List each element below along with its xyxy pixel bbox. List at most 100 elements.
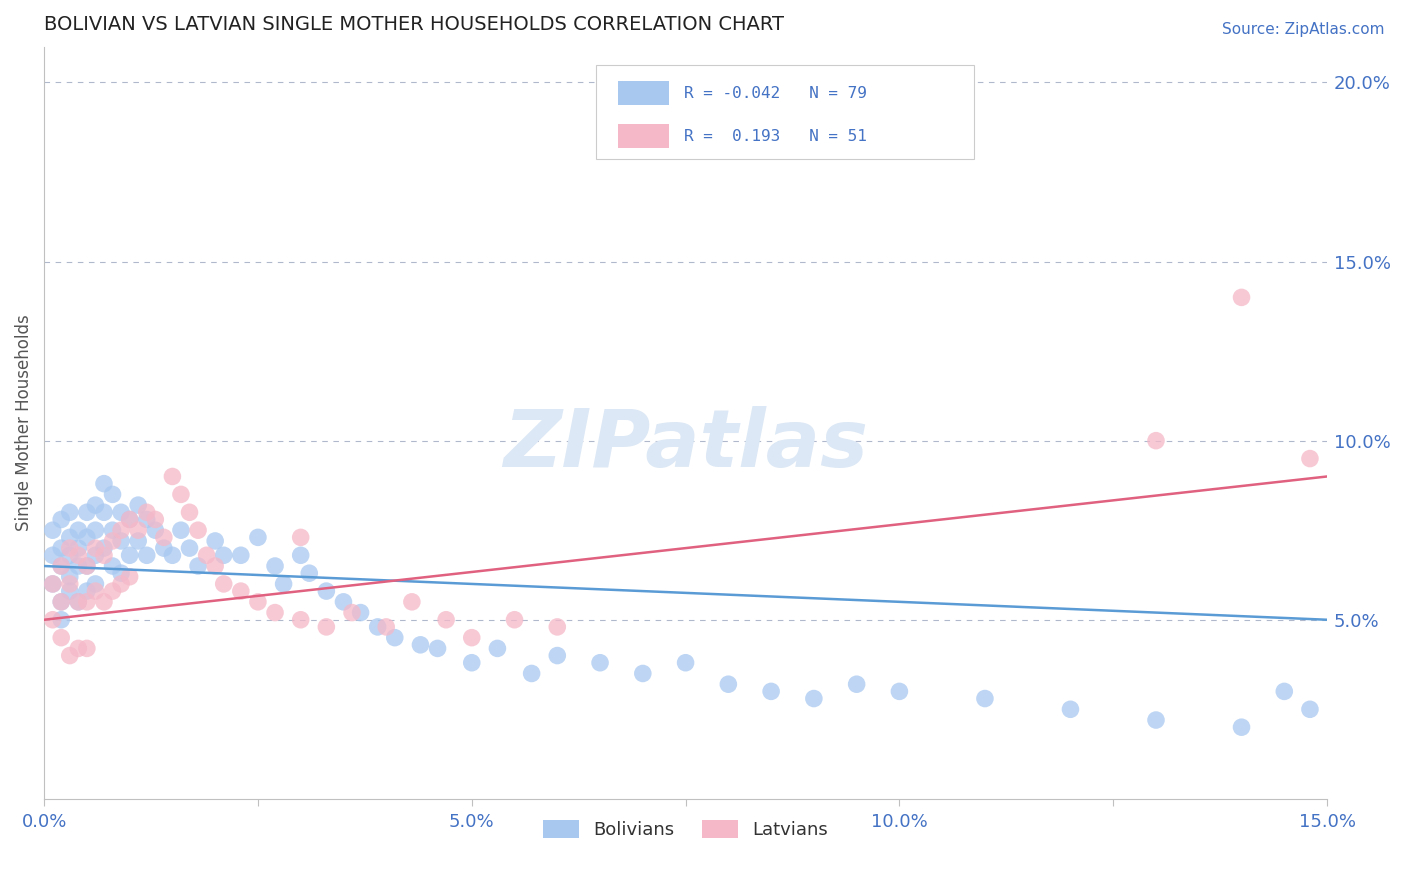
Point (110, 523, 132, 537)
Point (179, 505, 201, 519)
Point (401, 595, 423, 609)
Point (409, 638, 432, 652)
Point (803, 691, 825, 706)
Point (59, 530, 82, 544)
Point (1299, 702, 1322, 716)
Point (59, 549, 82, 563)
Point (246, 530, 269, 544)
Point (59, 577, 82, 591)
Text: ZIPatlas: ZIPatlas (503, 407, 868, 484)
Point (76, 559, 98, 574)
Point (101, 523, 124, 537)
Point (118, 512, 141, 526)
Point (59, 648, 82, 663)
Point (273, 577, 295, 591)
Point (59, 505, 82, 519)
Point (520, 666, 543, 681)
Point (127, 523, 149, 537)
Point (101, 487, 124, 501)
Point (67, 641, 90, 656)
FancyBboxPatch shape (596, 65, 974, 160)
Point (67, 541, 90, 555)
Point (51, 613, 73, 627)
Point (101, 533, 124, 548)
Point (486, 641, 509, 656)
Point (76, 559, 98, 574)
Point (1299, 451, 1322, 466)
Point (315, 584, 337, 599)
Point (546, 620, 568, 634)
Point (67, 595, 90, 609)
Point (290, 530, 312, 544)
Point (118, 570, 141, 584)
Point (59, 570, 82, 584)
Point (110, 505, 132, 519)
Point (67, 559, 90, 574)
Point (143, 523, 166, 537)
Point (290, 549, 312, 563)
Point (889, 684, 911, 698)
Point (67, 595, 90, 609)
Point (375, 620, 398, 634)
Point (1230, 290, 1253, 304)
Point (204, 533, 226, 548)
Point (143, 512, 166, 526)
Point (84, 541, 107, 555)
Point (93, 476, 115, 491)
Point (170, 487, 193, 501)
Point (76, 641, 98, 656)
Point (974, 691, 997, 706)
Point (246, 595, 269, 609)
Point (41, 613, 63, 627)
Point (84, 584, 107, 599)
Point (76, 595, 98, 609)
Point (759, 684, 782, 698)
Text: R =  0.193   N = 51: R = 0.193 N = 51 (685, 128, 868, 144)
Text: BOLIVIAN VS LATVIAN SINGLE MOTHER HOUSEHOLDS CORRELATION CHART: BOLIVIAN VS LATVIAN SINGLE MOTHER HOUSEH… (44, 15, 785, 34)
Point (1144, 713, 1167, 727)
Point (631, 666, 654, 681)
Point (589, 656, 612, 670)
Point (153, 530, 176, 544)
Point (135, 549, 157, 563)
Point (51, 595, 73, 609)
Point (101, 584, 124, 599)
Point (51, 541, 73, 555)
Point (127, 498, 149, 512)
Point (76, 530, 98, 544)
Point (717, 677, 740, 691)
Point (264, 559, 287, 574)
Point (332, 595, 354, 609)
FancyBboxPatch shape (617, 81, 669, 105)
Point (110, 566, 132, 581)
Point (51, 559, 73, 574)
Point (93, 541, 115, 555)
Point (76, 505, 98, 519)
Point (315, 620, 337, 634)
Point (41, 577, 63, 591)
Point (212, 549, 235, 563)
Point (1230, 720, 1253, 734)
Point (127, 533, 149, 548)
Point (546, 648, 568, 663)
Point (298, 566, 321, 581)
Point (340, 606, 363, 620)
Point (135, 505, 157, 519)
Point (51, 559, 73, 574)
Point (170, 523, 193, 537)
Point (384, 631, 406, 645)
Point (59, 584, 82, 599)
Point (93, 595, 115, 609)
Point (162, 469, 184, 483)
Point (41, 549, 63, 563)
Point (84, 577, 107, 591)
Point (110, 533, 132, 548)
Point (1272, 684, 1295, 698)
Point (1144, 434, 1167, 448)
Point (59, 541, 82, 555)
Point (503, 613, 526, 627)
Point (204, 559, 226, 574)
Point (51, 595, 73, 609)
Point (110, 577, 132, 591)
Point (153, 541, 176, 555)
